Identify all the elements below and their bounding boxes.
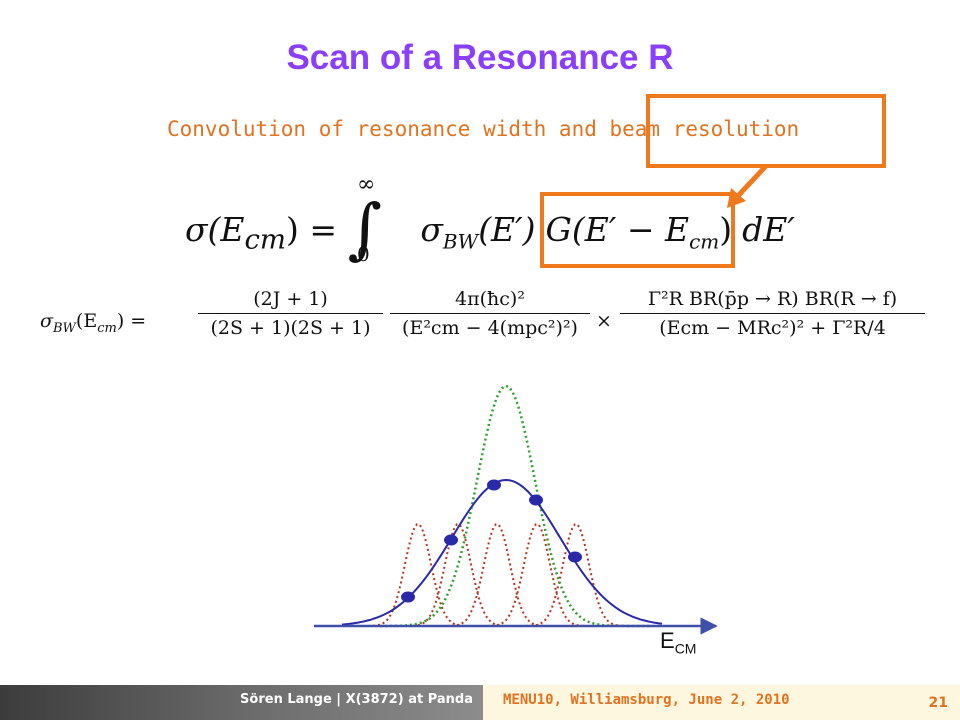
bw-lhs-arg: (E bbox=[75, 310, 98, 332]
footer-conference: MENU10, Williamsburg, June 2, 2010 bbox=[503, 692, 790, 708]
eq1-bw-arg: (E′) bbox=[478, 210, 536, 249]
beam-curve-5 bbox=[521, 523, 631, 627]
footer-conference-bar: MENU10, Williamsburg, June 2, 2010 21 bbox=[483, 685, 960, 720]
bw-resonance-factor: Γ²R BR(p̄p → R) BR(R → f) (Ecm − MRc²)² … bbox=[620, 288, 925, 339]
scan-point-2 bbox=[444, 534, 458, 546]
x-axis-label-main: E bbox=[660, 628, 675, 653]
beam-curve-4 bbox=[482, 523, 592, 627]
bw-lhs-sub: BW bbox=[52, 320, 76, 336]
eq1-lhs-close: ) = bbox=[285, 210, 337, 249]
bw-lhs-arg-sub: cm bbox=[97, 320, 117, 336]
beam-curve-2 bbox=[403, 523, 513, 627]
highlight-arrow bbox=[734, 164, 768, 200]
bw-times: × bbox=[596, 310, 612, 332]
eq1-gaussian-close: ) bbox=[719, 210, 733, 249]
footer-author-talk: Sören Lange | X(3872) at Panda bbox=[240, 692, 473, 707]
slide-subtitle: Convolution of resonance width and beam … bbox=[167, 117, 800, 141]
eq1-lhs-sub: cm bbox=[244, 223, 286, 256]
x-axis-label-sub: CM bbox=[674, 640, 697, 657]
integral-lower-limit: 0 bbox=[357, 242, 370, 266]
bw-spin-num: (2J + 1) bbox=[253, 288, 328, 310]
breit-wigner-equation: σBW(Ecm) = (2J + 1) (2S + 1)(2S + 1) 4π(… bbox=[40, 288, 940, 358]
bw-lhs-close: ) = bbox=[116, 310, 147, 332]
integral-upper-limit: ∞ bbox=[357, 172, 376, 197]
bw-resonance-den: (Ecm − MRc²)² + Γ²R/4 bbox=[620, 313, 925, 339]
scan-point-5 bbox=[568, 551, 582, 563]
bw-spin-den: (2S + 1)(2S + 1) bbox=[198, 313, 383, 339]
beam-resolution-curves bbox=[363, 523, 631, 627]
eq1-bw: σ bbox=[420, 210, 443, 249]
bw-spin-factor: (2J + 1) (2S + 1)(2S + 1) bbox=[198, 288, 383, 339]
eq1-gaussian-sub: cm bbox=[689, 229, 720, 254]
eq1-gaussian: G(E′ − E bbox=[545, 210, 690, 249]
x-axis-label: ECM bbox=[660, 628, 696, 656]
integral-symbol: ∫ bbox=[347, 190, 382, 267]
convolution-equation: σ(Ecm) = ∫ ∞ 0 σBW(E′) G(E′ − Ecm) dE′ bbox=[185, 172, 795, 267]
bw-resonance-num: Γ²R BR(p̄p → R) BR(R → f) bbox=[647, 288, 898, 310]
bw-lhs: σBW(Ecm) = bbox=[40, 310, 146, 336]
highlight-arrowhead bbox=[727, 188, 746, 208]
slide-title: Scan of a Resonance R bbox=[286, 38, 674, 77]
measured-curve bbox=[341, 478, 663, 626]
bw-phase-factor: 4π(ħc)² (E²cm − 4(mpc²)²) bbox=[390, 288, 590, 339]
scan-point-1 bbox=[401, 591, 415, 603]
highlight-box-gaussian-term bbox=[540, 192, 735, 268]
footer-author-bar: Sören Lange | X(3872) at Panda bbox=[0, 685, 483, 720]
eq1-bw-sub: BW bbox=[442, 229, 479, 254]
beam-curve-3 bbox=[442, 523, 552, 627]
scan-point-3 bbox=[487, 479, 501, 491]
resonance-curve bbox=[380, 384, 650, 628]
bw-phase-num: 4π(ħc)² bbox=[455, 288, 525, 310]
scan-point-4 bbox=[529, 494, 543, 506]
eq1-lhs: σ(E bbox=[185, 210, 245, 249]
beam-curve-1 bbox=[363, 523, 473, 627]
bw-phase-den: (E²cm − 4(mpc²)²) bbox=[390, 313, 590, 339]
page-number: 21 bbox=[928, 695, 948, 711]
scan-points bbox=[401, 479, 582, 603]
bw-lhs-sigma: σ bbox=[40, 310, 53, 332]
eq1-differential: dE′ bbox=[742, 210, 795, 249]
